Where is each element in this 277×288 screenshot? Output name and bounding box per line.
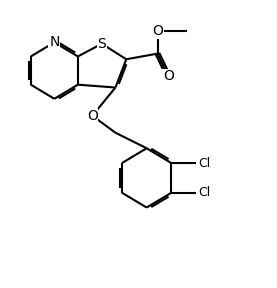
Text: Cl: Cl <box>198 186 210 199</box>
Text: O: O <box>152 24 163 38</box>
Text: S: S <box>98 37 106 51</box>
Text: O: O <box>163 69 174 83</box>
Text: N: N <box>49 35 60 49</box>
Text: Cl: Cl <box>198 157 210 170</box>
Text: O: O <box>87 109 98 123</box>
